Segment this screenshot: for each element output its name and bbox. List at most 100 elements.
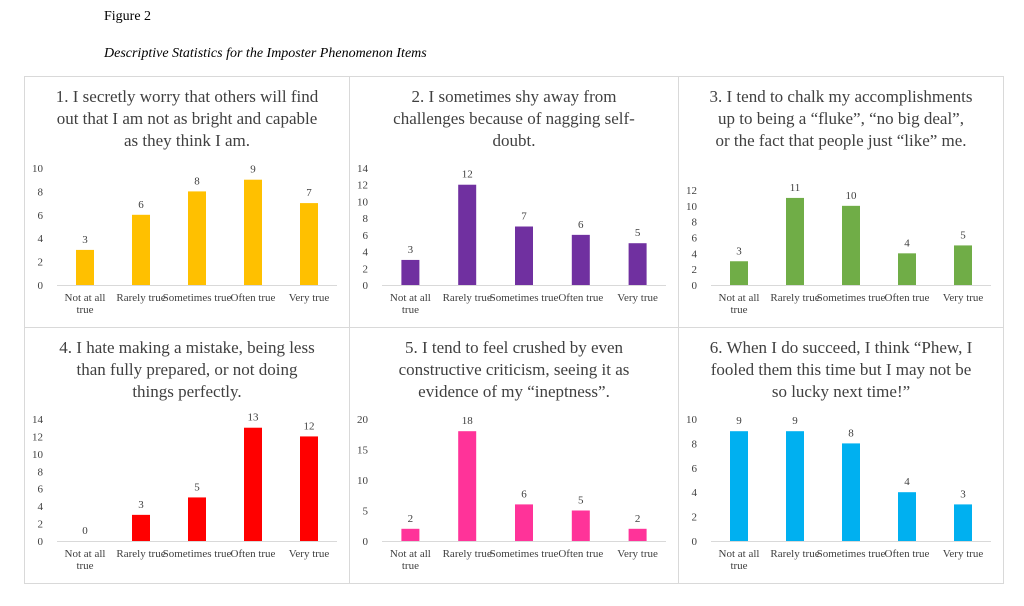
y-tick-label: 2 — [692, 512, 698, 524]
data-label: 5 — [635, 227, 641, 239]
y-tick-label: 4 — [692, 248, 698, 260]
y-tick-label: 15 — [357, 445, 369, 457]
y-tick-label: 6 — [38, 210, 44, 222]
x-tick-label: true — [730, 560, 747, 572]
bar — [842, 443, 860, 541]
y-tick-label: 12 — [357, 180, 368, 192]
bar — [76, 249, 94, 285]
data-label: 7 — [521, 211, 527, 223]
y-tick-label: 0 — [692, 280, 698, 292]
data-label: 10 — [846, 190, 858, 202]
y-tick-label: 10 — [357, 475, 369, 487]
x-tick-label: Not at all — [719, 292, 760, 304]
bar — [188, 191, 206, 285]
y-tick-label: 0 — [363, 280, 369, 292]
bar — [571, 510, 590, 541]
bar — [244, 179, 262, 285]
y-tick-label: 6 — [38, 484, 44, 496]
x-tick-label: Rarely true — [443, 548, 492, 560]
y-tick-label: 6 — [692, 233, 698, 245]
x-tick-label: Often true — [231, 292, 276, 304]
y-tick-label: 0 — [38, 280, 44, 292]
y-tick-label: 0 — [38, 536, 44, 548]
y-tick-label: 12 — [32, 431, 43, 443]
x-tick-label: Sometimes true — [817, 548, 886, 560]
y-tick-label: 8 — [692, 438, 698, 450]
x-tick-label: Rarely true — [116, 292, 165, 304]
data-label: 5 — [194, 481, 200, 493]
y-tick-label: 5 — [363, 506, 369, 518]
data-label: 3 — [408, 244, 414, 256]
x-tick-label: true — [730, 304, 747, 316]
data-label: 3 — [960, 488, 966, 500]
bar — [132, 514, 150, 541]
bar — [786, 197, 804, 285]
bar — [401, 259, 420, 285]
data-label: 9 — [792, 415, 798, 427]
bar — [458, 184, 477, 285]
data-label: 12 — [462, 169, 473, 181]
y-tick-label: 8 — [363, 213, 369, 225]
figure-caption: Descriptive Statistics for the Imposter … — [104, 46, 427, 61]
y-tick-label: 8 — [692, 217, 698, 229]
bar — [898, 492, 916, 541]
bar — [244, 427, 262, 541]
chart-title: 2. I sometimes shy away from challenges … — [393, 87, 635, 150]
bar — [898, 253, 916, 285]
bar — [401, 528, 420, 541]
x-tick-label: Often true — [558, 548, 603, 560]
chart-panel-5: 5. I tend to feel crushed by even constr… — [349, 327, 679, 584]
x-tick-label: Often true — [885, 292, 930, 304]
y-tick-label: 8 — [38, 186, 44, 198]
x-tick-label: Not at all — [65, 548, 106, 560]
bar — [515, 504, 533, 541]
chart-title: 6. When I do succeed, I think “Phew, I f… — [709, 338, 973, 401]
y-tick-label: 20 — [357, 414, 369, 426]
y-tick-label: 4 — [363, 247, 369, 259]
data-label: 5 — [960, 229, 966, 241]
x-tick-label: Rarely true — [116, 548, 165, 560]
chart-title: 1. I secretly worry that others will fin… — [55, 87, 319, 150]
bar — [786, 431, 804, 541]
x-tick-label: Rarely true — [770, 292, 819, 304]
y-tick-label: 0 — [692, 536, 698, 548]
y-tick-label: 10 — [686, 414, 698, 426]
y-tick-label: 4 — [38, 233, 44, 245]
y-tick-label: 4 — [38, 501, 44, 513]
x-tick-label: Often true — [885, 548, 930, 560]
x-tick-label: Very true — [617, 292, 658, 304]
y-tick-label: 10 — [32, 163, 44, 175]
x-tick-label: Very true — [617, 548, 658, 560]
x-tick-label: Not at all — [390, 292, 431, 304]
x-tick-label: Very true — [289, 548, 330, 560]
y-tick-label: 2 — [692, 264, 698, 276]
bar — [842, 205, 860, 285]
bar — [132, 214, 150, 285]
bar — [515, 226, 533, 285]
data-label: 3 — [138, 499, 144, 511]
bar — [628, 243, 647, 285]
y-tick-label: 6 — [363, 230, 369, 242]
data-label: 3 — [736, 245, 742, 257]
data-label: 4 — [904, 476, 910, 488]
x-tick-label: Rarely true — [770, 548, 819, 560]
x-tick-label: Sometimes true — [163, 548, 232, 560]
x-tick-label: Sometimes true — [490, 548, 559, 560]
y-tick-label: 2 — [38, 519, 44, 531]
data-label: 8 — [848, 427, 854, 439]
y-tick-label: 6 — [692, 463, 698, 475]
chart-title: 5. I tend to feel crushed by even constr… — [398, 338, 630, 401]
data-label: 6 — [578, 219, 584, 231]
bar — [730, 431, 748, 541]
bar — [954, 245, 972, 285]
x-tick-label: Rarely true — [443, 292, 492, 304]
data-label: 0 — [82, 525, 88, 537]
chart-panel-1: 1. I secretly worry that others will fin… — [24, 76, 350, 328]
chart-panel-2: 2. I sometimes shy away from challenges … — [349, 76, 679, 328]
bar — [300, 203, 318, 285]
